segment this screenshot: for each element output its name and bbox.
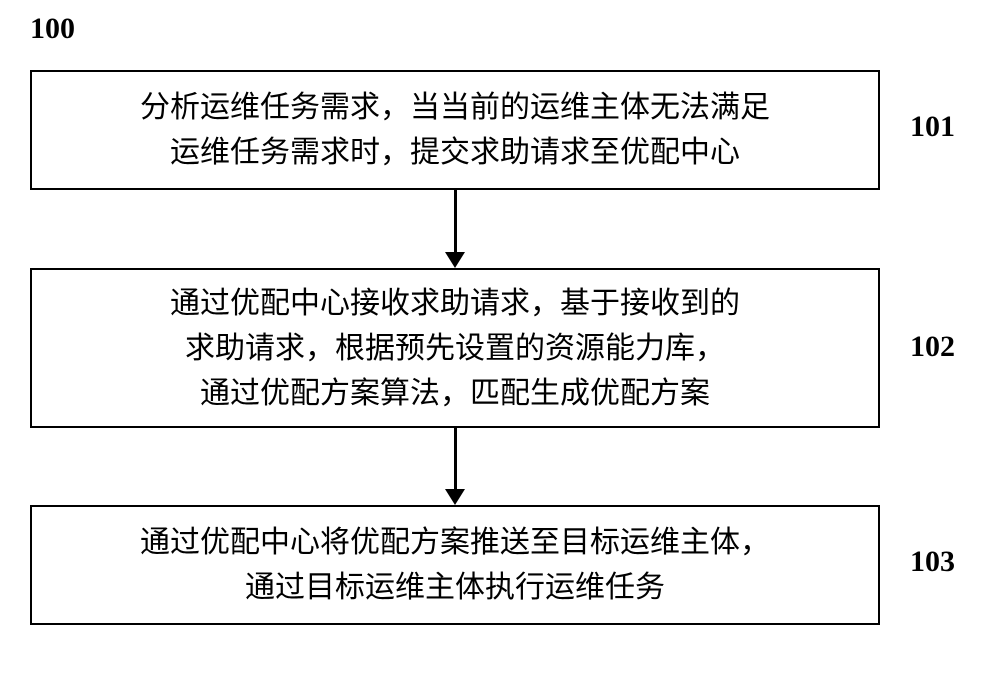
edge-1-line (454, 190, 457, 252)
step-label-102: 102 (910, 330, 955, 364)
flow-node-1-text: 分析运维任务需求，当当前的运维主体无法满足 运维任务需求时，提交求助请求至优配中… (48, 85, 862, 175)
step-label-101: 101 (910, 110, 955, 144)
flowchart-canvas: 100 分析运维任务需求，当当前的运维主体无法满足 运维任务需求时，提交求助请求… (0, 0, 1000, 674)
step-label-103: 103 (910, 545, 955, 579)
edge-2-head (445, 489, 465, 505)
flow-node-3-text: 通过优配中心将优配方案推送至目标运维主体， 通过目标运维主体执行运维任务 (48, 520, 862, 610)
flow-node-3: 通过优配中心将优配方案推送至目标运维主体， 通过目标运维主体执行运维任务 (30, 505, 880, 625)
edge-1-head (445, 252, 465, 268)
flow-node-2-text: 通过优配中心接收求助请求，基于接收到的 求助请求，根据预先设置的资源能力库， 通… (48, 281, 862, 416)
figure-number: 100 (30, 12, 75, 46)
edge-2-line (454, 428, 457, 489)
flow-node-2: 通过优配中心接收求助请求，基于接收到的 求助请求，根据预先设置的资源能力库， 通… (30, 268, 880, 428)
flow-node-1: 分析运维任务需求，当当前的运维主体无法满足 运维任务需求时，提交求助请求至优配中… (30, 70, 880, 190)
